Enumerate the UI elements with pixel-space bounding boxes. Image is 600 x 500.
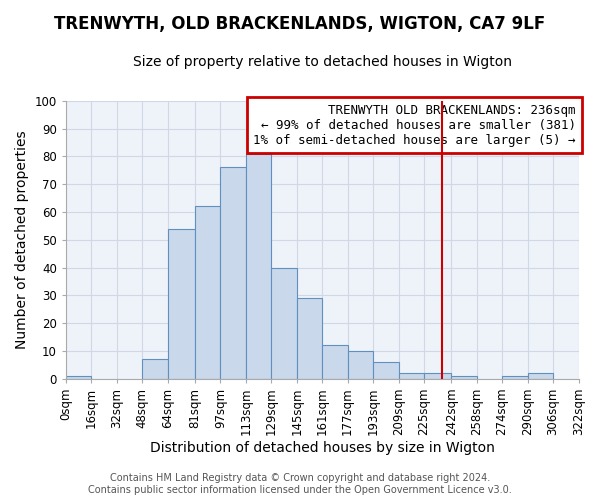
Bar — [271, 268, 296, 379]
Text: TRENWYTH OLD BRACKENLANDS: 236sqm
← 99% of detached houses are smaller (381)
1% : TRENWYTH OLD BRACKENLANDS: 236sqm ← 99% … — [253, 104, 576, 146]
Bar — [502, 376, 527, 379]
Bar — [220, 168, 246, 379]
Bar — [246, 154, 271, 379]
Bar — [142, 360, 168, 379]
Y-axis label: Number of detached properties: Number of detached properties — [15, 130, 29, 349]
Bar — [424, 373, 451, 379]
Bar — [347, 351, 373, 379]
X-axis label: Distribution of detached houses by size in Wigton: Distribution of detached houses by size … — [150, 441, 494, 455]
Text: TRENWYTH, OLD BRACKENLANDS, WIGTON, CA7 9LF: TRENWYTH, OLD BRACKENLANDS, WIGTON, CA7 … — [55, 15, 545, 33]
Bar — [322, 346, 347, 379]
Title: Size of property relative to detached houses in Wigton: Size of property relative to detached ho… — [133, 55, 512, 69]
Bar — [296, 298, 322, 379]
Bar — [168, 228, 195, 379]
Bar — [66, 376, 91, 379]
Bar — [451, 376, 476, 379]
Bar — [373, 362, 398, 379]
Bar — [527, 373, 553, 379]
Text: Contains HM Land Registry data © Crown copyright and database right 2024.
Contai: Contains HM Land Registry data © Crown c… — [88, 474, 512, 495]
Bar — [398, 373, 424, 379]
Bar — [195, 206, 220, 379]
